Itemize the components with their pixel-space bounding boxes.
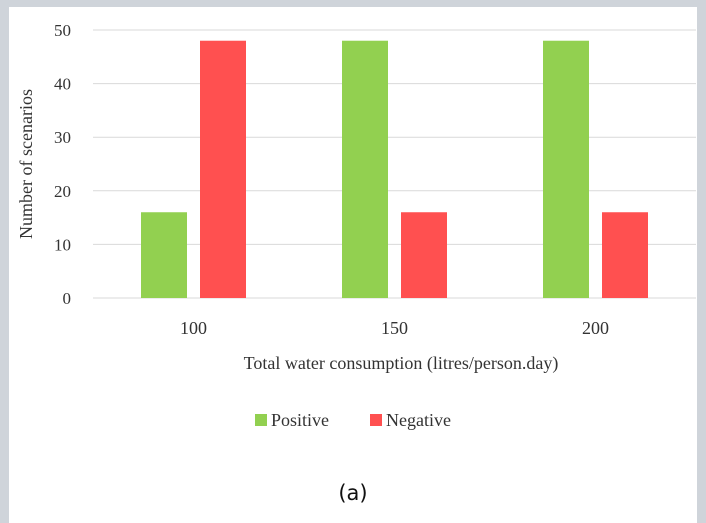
legend-label-positive: Positive bbox=[271, 410, 329, 430]
frame-border-right bbox=[697, 0, 706, 523]
bar-positive-100 bbox=[141, 212, 187, 298]
bar-negative-200 bbox=[602, 212, 648, 298]
y-tick-label-0: 0 bbox=[63, 289, 72, 308]
y-tick-label-4: 40 bbox=[54, 75, 71, 94]
x-tick-label-200: 200 bbox=[582, 318, 609, 338]
bar-negative-150 bbox=[401, 212, 447, 298]
figure-caption: (a) bbox=[338, 481, 368, 505]
bar-positive-150 bbox=[342, 40, 388, 298]
y-tick-label-1: 10 bbox=[54, 235, 71, 254]
bar-positive-200 bbox=[543, 40, 589, 298]
y-tick-label-2: 20 bbox=[54, 182, 71, 201]
y-axis-title: Number of scenarios bbox=[16, 89, 36, 239]
legend-swatch-positive bbox=[255, 414, 267, 426]
bar-negative-100 bbox=[200, 40, 246, 298]
legend-swatch-negative bbox=[370, 414, 382, 426]
frame-border-left bbox=[0, 0, 9, 523]
x-tick-label-100: 100 bbox=[180, 318, 207, 338]
legend-label-negative: Negative bbox=[386, 410, 451, 430]
y-tick-label-5: 50 bbox=[54, 21, 71, 40]
frame-border-top bbox=[0, 0, 706, 7]
y-tick-label-3: 30 bbox=[54, 128, 71, 147]
x-axis-title: Total water consumption (litres/person.d… bbox=[244, 353, 559, 374]
x-tick-label-150: 150 bbox=[381, 318, 408, 338]
